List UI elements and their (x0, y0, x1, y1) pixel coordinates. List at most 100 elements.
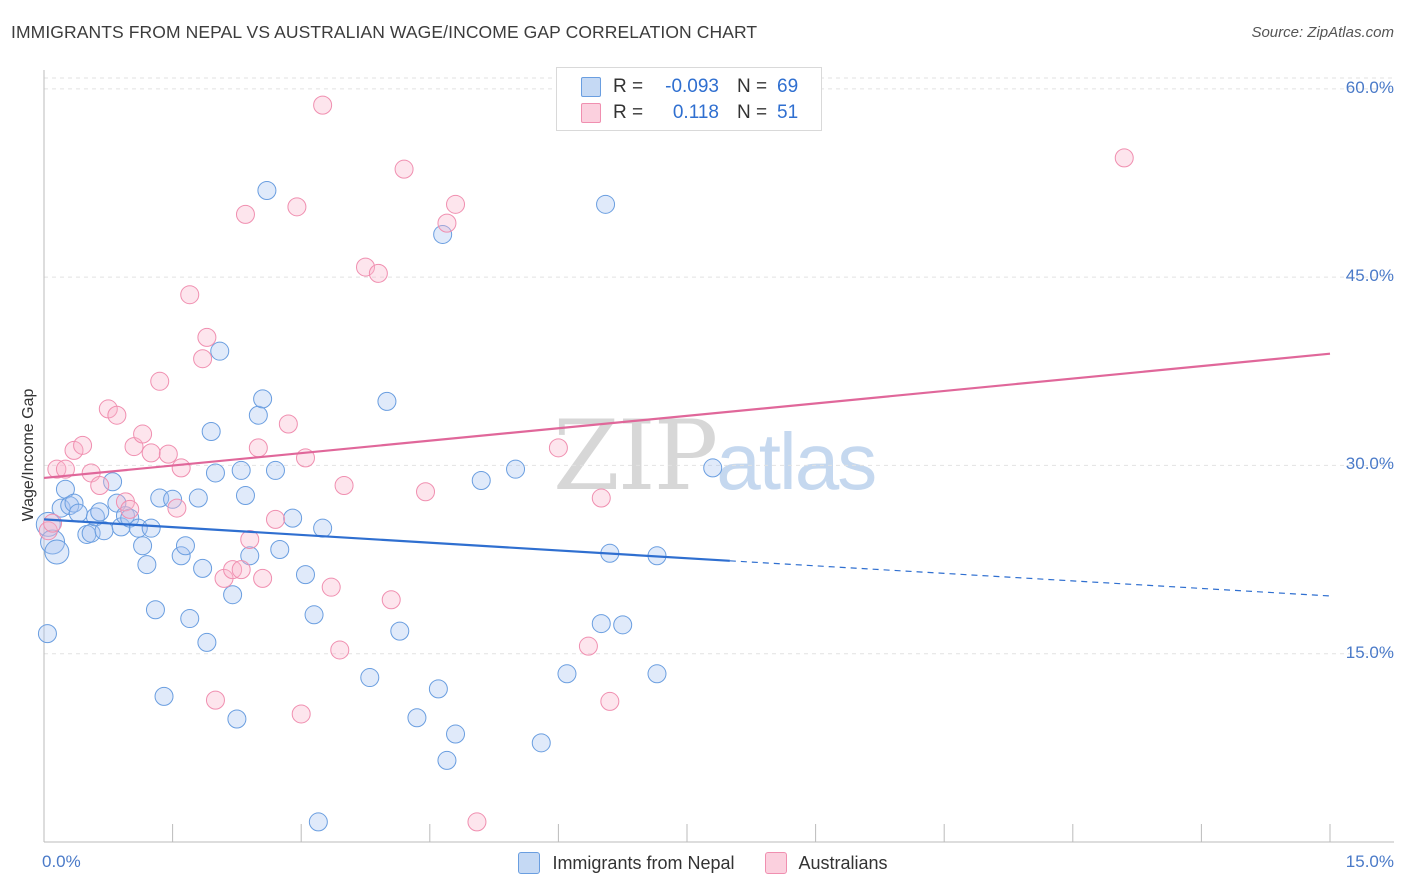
australians-point (55, 459, 75, 479)
australians-point (578, 636, 598, 656)
australians-point (253, 568, 273, 588)
nepal-point (253, 389, 273, 409)
watermark-atlas: atlas (716, 417, 877, 506)
nepal-point (591, 614, 611, 634)
nepal-point (308, 812, 328, 832)
australians-point (368, 263, 388, 283)
nepal-point (471, 470, 491, 490)
nepal-point (55, 479, 75, 499)
x-tick-label: 0.0% (42, 852, 81, 871)
nepal-point (265, 460, 285, 480)
watermark-zip: ZIP (553, 400, 718, 512)
nepal-point (647, 664, 667, 684)
australians-point (313, 95, 333, 115)
nepal-point (223, 585, 243, 605)
nepal-point (171, 546, 191, 566)
nepal-point (703, 458, 723, 478)
australians-point (591, 488, 611, 508)
y-tick-label: 45.0% (1345, 266, 1394, 286)
legend-n-label: N = (737, 102, 768, 123)
australians-point (73, 435, 93, 455)
legend-swatch-australians (581, 103, 601, 123)
nepal-point (437, 750, 457, 770)
legend-swatch-nepal (581, 77, 601, 97)
australians-point (467, 812, 487, 832)
nepal-point (37, 624, 57, 644)
nepal-point (506, 459, 526, 479)
legend-row-australians: R = 0.118 N = 51 (581, 101, 798, 125)
australians-point (1114, 148, 1134, 168)
australians-point (265, 509, 285, 529)
australians-point (321, 577, 341, 597)
australians-point (416, 482, 436, 502)
australians-point (193, 349, 213, 369)
australians-point (171, 458, 191, 478)
nepal-point (145, 600, 165, 620)
nepal-point (270, 540, 290, 560)
nepal-point (210, 341, 230, 361)
australians-point (231, 560, 251, 580)
australians-point (287, 197, 307, 217)
y-tick-label: 60.0% (1345, 77, 1394, 97)
nepal-point (407, 708, 427, 728)
australians-point (600, 691, 620, 711)
australians-point (133, 424, 153, 444)
legend-swatch-australians (764, 852, 787, 874)
australians-point (248, 438, 268, 458)
nepal-point (231, 460, 251, 480)
nepal-trendline-extrapolated (729, 560, 1331, 597)
legend-r-value-australians: 0.118 (672, 102, 719, 123)
nepal-point (304, 605, 324, 625)
legend-r-value-nepal: -0.093 (665, 76, 719, 97)
nepal-point (240, 546, 260, 566)
legend-n-value-australians: 51 (777, 102, 799, 123)
nepal-point (90, 502, 110, 522)
nepal-point (64, 493, 84, 513)
nepal-point (557, 664, 577, 684)
nepal-point (257, 181, 277, 201)
nepal-point (446, 724, 466, 744)
australians-point (330, 640, 350, 660)
australians-point (446, 194, 466, 214)
australians-point (240, 529, 260, 549)
australians-point (437, 213, 457, 233)
australians-trendline (43, 352, 1331, 480)
legend-item-australians: Australians (764, 852, 888, 874)
australians-point (107, 405, 127, 425)
nepal-point (531, 733, 551, 753)
australians-point (158, 444, 178, 464)
nepal-point (283, 508, 303, 528)
nepal-point (360, 668, 380, 688)
nepal-point (613, 615, 633, 635)
nepal-point (201, 422, 221, 442)
australians-point (548, 438, 568, 458)
australians-point (291, 704, 311, 724)
correlation-legend: R = -0.093 N = 69 R = 0.118 N = 51 (556, 67, 822, 131)
nepal-trendline (43, 518, 730, 562)
nepal-point (163, 489, 183, 509)
legend-label-australians: Australians (798, 852, 888, 873)
legend-row-nepal: R = -0.093 N = 69 (581, 75, 798, 99)
nepal-point (154, 686, 174, 706)
legend-swatch-nepal (518, 852, 541, 874)
australians-point (278, 414, 298, 434)
australians-point (381, 590, 401, 610)
nepal-point (141, 518, 161, 538)
nepal-point (40, 529, 66, 555)
australians-point (394, 159, 414, 179)
series-legend: Immigrants from Nepal Australians (0, 852, 1406, 874)
watermark: ZIPatlas (553, 400, 877, 512)
nepal-point (180, 609, 200, 629)
legend-n-label: N = (737, 76, 768, 97)
australians-point (90, 475, 110, 495)
nepal-point (103, 472, 123, 492)
nepal-point (188, 488, 208, 508)
y-tick-label: 15.0% (1345, 642, 1394, 662)
nepal-point (377, 391, 397, 411)
legend-r-label: R = (613, 76, 644, 97)
australians-point (235, 204, 255, 224)
nepal-point (295, 565, 315, 585)
y-tick-label: 30.0% (1345, 454, 1394, 474)
legend-r-label: R = (613, 102, 644, 123)
